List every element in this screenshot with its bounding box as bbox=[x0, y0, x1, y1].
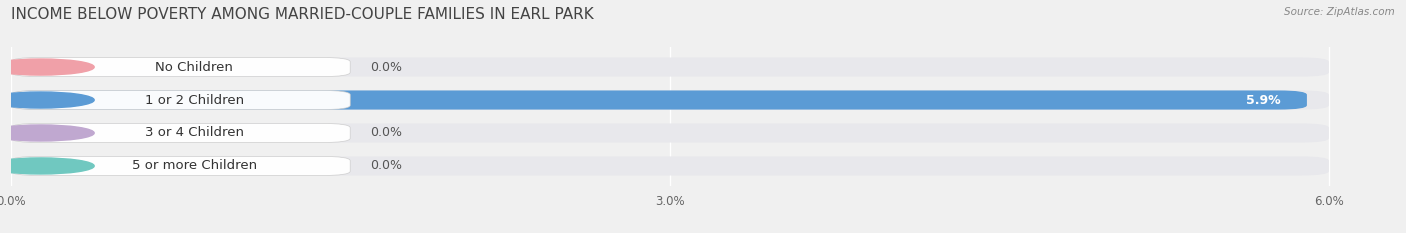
Text: 5 or more Children: 5 or more Children bbox=[132, 159, 257, 172]
FancyBboxPatch shape bbox=[11, 156, 350, 175]
Circle shape bbox=[0, 92, 94, 108]
Text: INCOME BELOW POVERTY AMONG MARRIED-COUPLE FAMILIES IN EARL PARK: INCOME BELOW POVERTY AMONG MARRIED-COUPL… bbox=[11, 7, 593, 22]
Circle shape bbox=[0, 125, 94, 141]
FancyBboxPatch shape bbox=[11, 123, 1329, 143]
Text: 0.0%: 0.0% bbox=[370, 127, 402, 140]
FancyBboxPatch shape bbox=[11, 58, 1329, 77]
Text: 3 or 4 Children: 3 or 4 Children bbox=[145, 127, 243, 140]
Text: 0.0%: 0.0% bbox=[370, 61, 402, 74]
Circle shape bbox=[0, 158, 94, 174]
Text: 0.0%: 0.0% bbox=[370, 159, 402, 172]
Circle shape bbox=[0, 59, 94, 75]
FancyBboxPatch shape bbox=[11, 58, 350, 77]
Text: Source: ZipAtlas.com: Source: ZipAtlas.com bbox=[1284, 7, 1395, 17]
FancyBboxPatch shape bbox=[11, 156, 1329, 175]
FancyBboxPatch shape bbox=[11, 90, 350, 110]
Text: 5.9%: 5.9% bbox=[1246, 93, 1281, 106]
FancyBboxPatch shape bbox=[11, 90, 1329, 110]
Text: No Children: No Children bbox=[155, 61, 233, 74]
FancyBboxPatch shape bbox=[11, 90, 1308, 110]
FancyBboxPatch shape bbox=[11, 123, 350, 143]
Text: 1 or 2 Children: 1 or 2 Children bbox=[145, 93, 243, 106]
